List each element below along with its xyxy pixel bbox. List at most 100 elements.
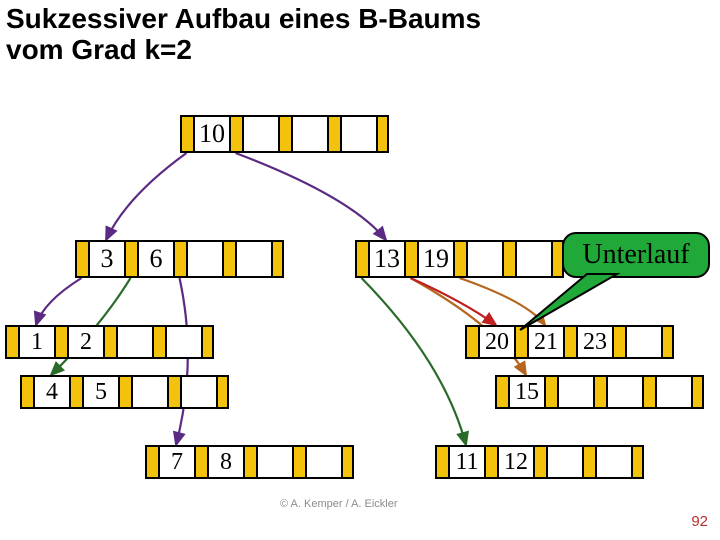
node-l1-cell-0: 1	[18, 325, 54, 359]
node-l4-pointer-1	[484, 445, 497, 479]
node-l4-cell-3	[595, 445, 631, 479]
node-l3-cell-0: 7	[158, 445, 194, 479]
node-l5-cell-0: 15	[508, 375, 544, 409]
node-l6-pointer-4	[661, 325, 674, 359]
node-left-cell-1: 6	[137, 240, 173, 278]
node-l5-cell-3	[655, 375, 691, 409]
edge-right.p1-l6.top	[411, 278, 497, 325]
node-right-pointer-1	[404, 240, 417, 278]
node-left-pointer-1	[124, 240, 137, 278]
node-l4-pointer-4	[631, 445, 644, 479]
node-root-pointer-4	[376, 115, 389, 153]
node-l2-cell-1: 5	[82, 375, 118, 409]
footer-credit: © A. Kemper / A. Eickler	[280, 498, 398, 510]
btree-node-left: 36	[75, 240, 284, 278]
node-l3-pointer-1	[194, 445, 207, 479]
node-root-pointer-0	[180, 115, 193, 153]
node-l6-pointer-3	[612, 325, 625, 359]
node-l2-cell-0: 4	[33, 375, 69, 409]
node-right-cell-1: 19	[417, 240, 453, 278]
edge-left.p0-l1.top	[36, 278, 82, 325]
node-l3-pointer-3	[292, 445, 305, 479]
node-l1-pointer-1	[54, 325, 67, 359]
node-root-pointer-2	[278, 115, 291, 153]
btree-node-right: 13 19	[355, 240, 564, 278]
node-l5-pointer-1	[544, 375, 557, 409]
node-l5-pointer-2	[593, 375, 606, 409]
node-l5-cell-2	[606, 375, 642, 409]
node-root-cell-2	[291, 115, 327, 153]
edge-root.p0-left.top	[106, 153, 187, 240]
btree-node-l1: 12	[5, 325, 214, 359]
node-right-cell-2	[466, 240, 502, 278]
node-l4-cell-2	[546, 445, 582, 479]
node-l1-cell-3	[165, 325, 201, 359]
edge-root.p1-right.top	[236, 153, 387, 240]
slide-title: Sukzessiver Aufbau eines B-Baums vom Gra…	[6, 4, 481, 66]
node-l1-cell-2	[116, 325, 152, 359]
callout-tail-shape	[520, 274, 617, 330]
node-left-cell-3	[235, 240, 271, 278]
node-l3-cell-1: 8	[207, 445, 243, 479]
node-l5-pointer-3	[642, 375, 655, 409]
node-l1-cell-1: 2	[67, 325, 103, 359]
node-l5-cell-1	[557, 375, 593, 409]
node-l3-cell-3	[305, 445, 341, 479]
node-l2-pointer-3	[167, 375, 180, 409]
node-root-pointer-1	[229, 115, 242, 153]
node-l4-pointer-2	[533, 445, 546, 479]
node-l4-cell-1: 12	[497, 445, 533, 479]
node-right-pointer-2	[453, 240, 466, 278]
node-l6-pointer-1	[514, 325, 527, 359]
node-l3-pointer-2	[243, 445, 256, 479]
node-l4-pointer-0	[435, 445, 448, 479]
node-l5-pointer-0	[495, 375, 508, 409]
node-left-pointer-0	[75, 240, 88, 278]
node-l6-cell-3	[625, 325, 661, 359]
edge-right.p2-l6.top2	[460, 278, 546, 325]
btree-node-l6: 20 21 23	[465, 325, 674, 359]
node-l6-pointer-0	[465, 325, 478, 359]
node-root-cell-0: 10	[193, 115, 229, 153]
node-l6-cell-0: 20	[478, 325, 514, 359]
node-l3-pointer-0	[145, 445, 158, 479]
node-left-pointer-2	[173, 240, 186, 278]
btree-node-l5: 15	[495, 375, 704, 409]
btree-node-l2: 45	[20, 375, 229, 409]
node-left-pointer-3	[222, 240, 235, 278]
node-l1-pointer-0	[5, 325, 18, 359]
node-l5-pointer-4	[691, 375, 704, 409]
title-line-1: Sukzessiver Aufbau eines B-Baums	[6, 4, 481, 35]
node-root-cell-1	[242, 115, 278, 153]
node-l4-cell-0: 11	[448, 445, 484, 479]
node-l1-pointer-3	[152, 325, 165, 359]
node-left-cell-2	[186, 240, 222, 278]
btree-node-l3: 78	[145, 445, 354, 479]
node-root-pointer-3	[327, 115, 340, 153]
btree-node-l4: 11 12	[435, 445, 644, 479]
node-l6-pointer-2	[563, 325, 576, 359]
node-l2-pointer-1	[69, 375, 82, 409]
node-right-pointer-0	[355, 240, 368, 278]
node-l1-pointer-2	[103, 325, 116, 359]
node-l2-cell-3	[180, 375, 216, 409]
node-l4-pointer-3	[582, 445, 595, 479]
node-l6-cell-2: 23	[576, 325, 612, 359]
node-l2-cell-2	[131, 375, 167, 409]
node-right-pointer-3	[502, 240, 515, 278]
node-root-cell-3	[340, 115, 376, 153]
node-l1-pointer-4	[201, 325, 214, 359]
edge-right.p0-l4.top	[362, 278, 467, 445]
node-l3-pointer-4	[341, 445, 354, 479]
node-right-cell-0: 13	[368, 240, 404, 278]
node-left-cell-0: 3	[88, 240, 124, 278]
btree-node-root: 10	[180, 115, 389, 153]
title-line-2: vom Grad k=2	[6, 35, 481, 66]
edge-left.p2-l3.top	[176, 278, 188, 445]
node-l3-cell-2	[256, 445, 292, 479]
node-l2-pointer-0	[20, 375, 33, 409]
node-right-cell-3	[515, 240, 551, 278]
node-l6-cell-1: 21	[527, 325, 563, 359]
page-number: 92	[691, 513, 708, 530]
node-left-pointer-4	[271, 240, 284, 278]
